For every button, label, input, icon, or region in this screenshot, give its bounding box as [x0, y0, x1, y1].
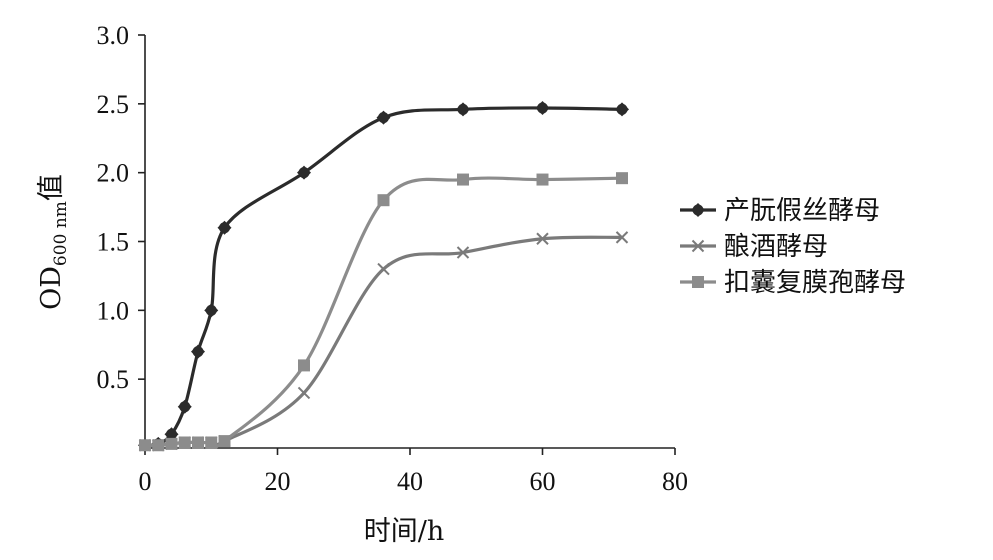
series-3-point [377, 194, 390, 207]
legend-item-3: 扣囊复膜孢酵母 [680, 268, 906, 298]
legend-swatch-marker [691, 239, 705, 253]
series-3-point [616, 172, 628, 185]
y-tick-label: 0.5 [97, 365, 130, 394]
y-tick-label: 1.0 [97, 296, 130, 325]
series-1-point-core [192, 346, 204, 358]
x-tick-label: 20 [265, 467, 291, 496]
y-axis-title-main: OD [36, 266, 67, 310]
series-layer [138, 100, 629, 453]
series-1-point-core [537, 102, 548, 114]
series-1-point-core [457, 103, 469, 115]
x-tick-label: 0 [139, 467, 152, 496]
y-axis-title: OD600 nm值 [36, 174, 71, 310]
legend-label: 酿酒酵母 [724, 232, 828, 262]
series-3-line [144, 176, 623, 449]
series-3 [139, 172, 628, 452]
series-2-point [536, 232, 549, 245]
legend-label: 产朊假丝酵母 [724, 196, 880, 226]
legend-swatch-marker-core [692, 204, 704, 216]
y-tick-label: 1.5 [97, 228, 130, 257]
series-2-point [297, 386, 311, 400]
series-2-point [377, 262, 390, 276]
x-axis-title: 时间/h [364, 516, 445, 547]
y-axis-title-sub: 600 nm [51, 201, 71, 266]
series-3-point [165, 437, 178, 450]
x-tick-label: 80 [662, 467, 688, 496]
x-tick-label: 60 [530, 467, 556, 496]
series-3-point [192, 436, 204, 449]
series-1 [138, 100, 629, 453]
series-1-point-core [219, 222, 230, 234]
series-3-point [298, 359, 310, 372]
series-3-point [205, 436, 218, 449]
axes: 0.5 1.0 1.5 2.0 2.5 3.0 0 20 40 60 80 [97, 21, 689, 496]
series-3-point [457, 173, 469, 186]
series-1-point-core [205, 304, 217, 316]
series-1-point-core [378, 112, 389, 124]
series-1-point-core [179, 401, 191, 413]
legend-item-2: 酿酒酵母 [680, 232, 828, 262]
series-3-point [178, 436, 191, 449]
legend-swatch-marker [692, 276, 704, 288]
x-tick-label: 40 [397, 467, 423, 496]
series-3-point [218, 435, 231, 448]
y-tick-label: 3.0 [97, 21, 130, 50]
series-3-point [139, 439, 151, 452]
series-1-line [144, 106, 623, 447]
series-3-point [152, 439, 165, 452]
series-1-point-core [166, 428, 177, 440]
legend-item-1: 产朊假丝酵母 [680, 196, 880, 226]
y-axis-title-suffix: 值 [36, 174, 67, 201]
series-2-point [456, 246, 470, 259]
series-3-point [536, 173, 549, 186]
y-tick-label: 2.5 [97, 90, 130, 119]
legend-label: 扣囊复膜孢酵母 [724, 268, 906, 298]
series-2-point [615, 231, 629, 244]
series-1-point-core [616, 103, 628, 115]
series-1-point-core [298, 167, 310, 179]
y-tick-label: 2.0 [97, 159, 130, 188]
